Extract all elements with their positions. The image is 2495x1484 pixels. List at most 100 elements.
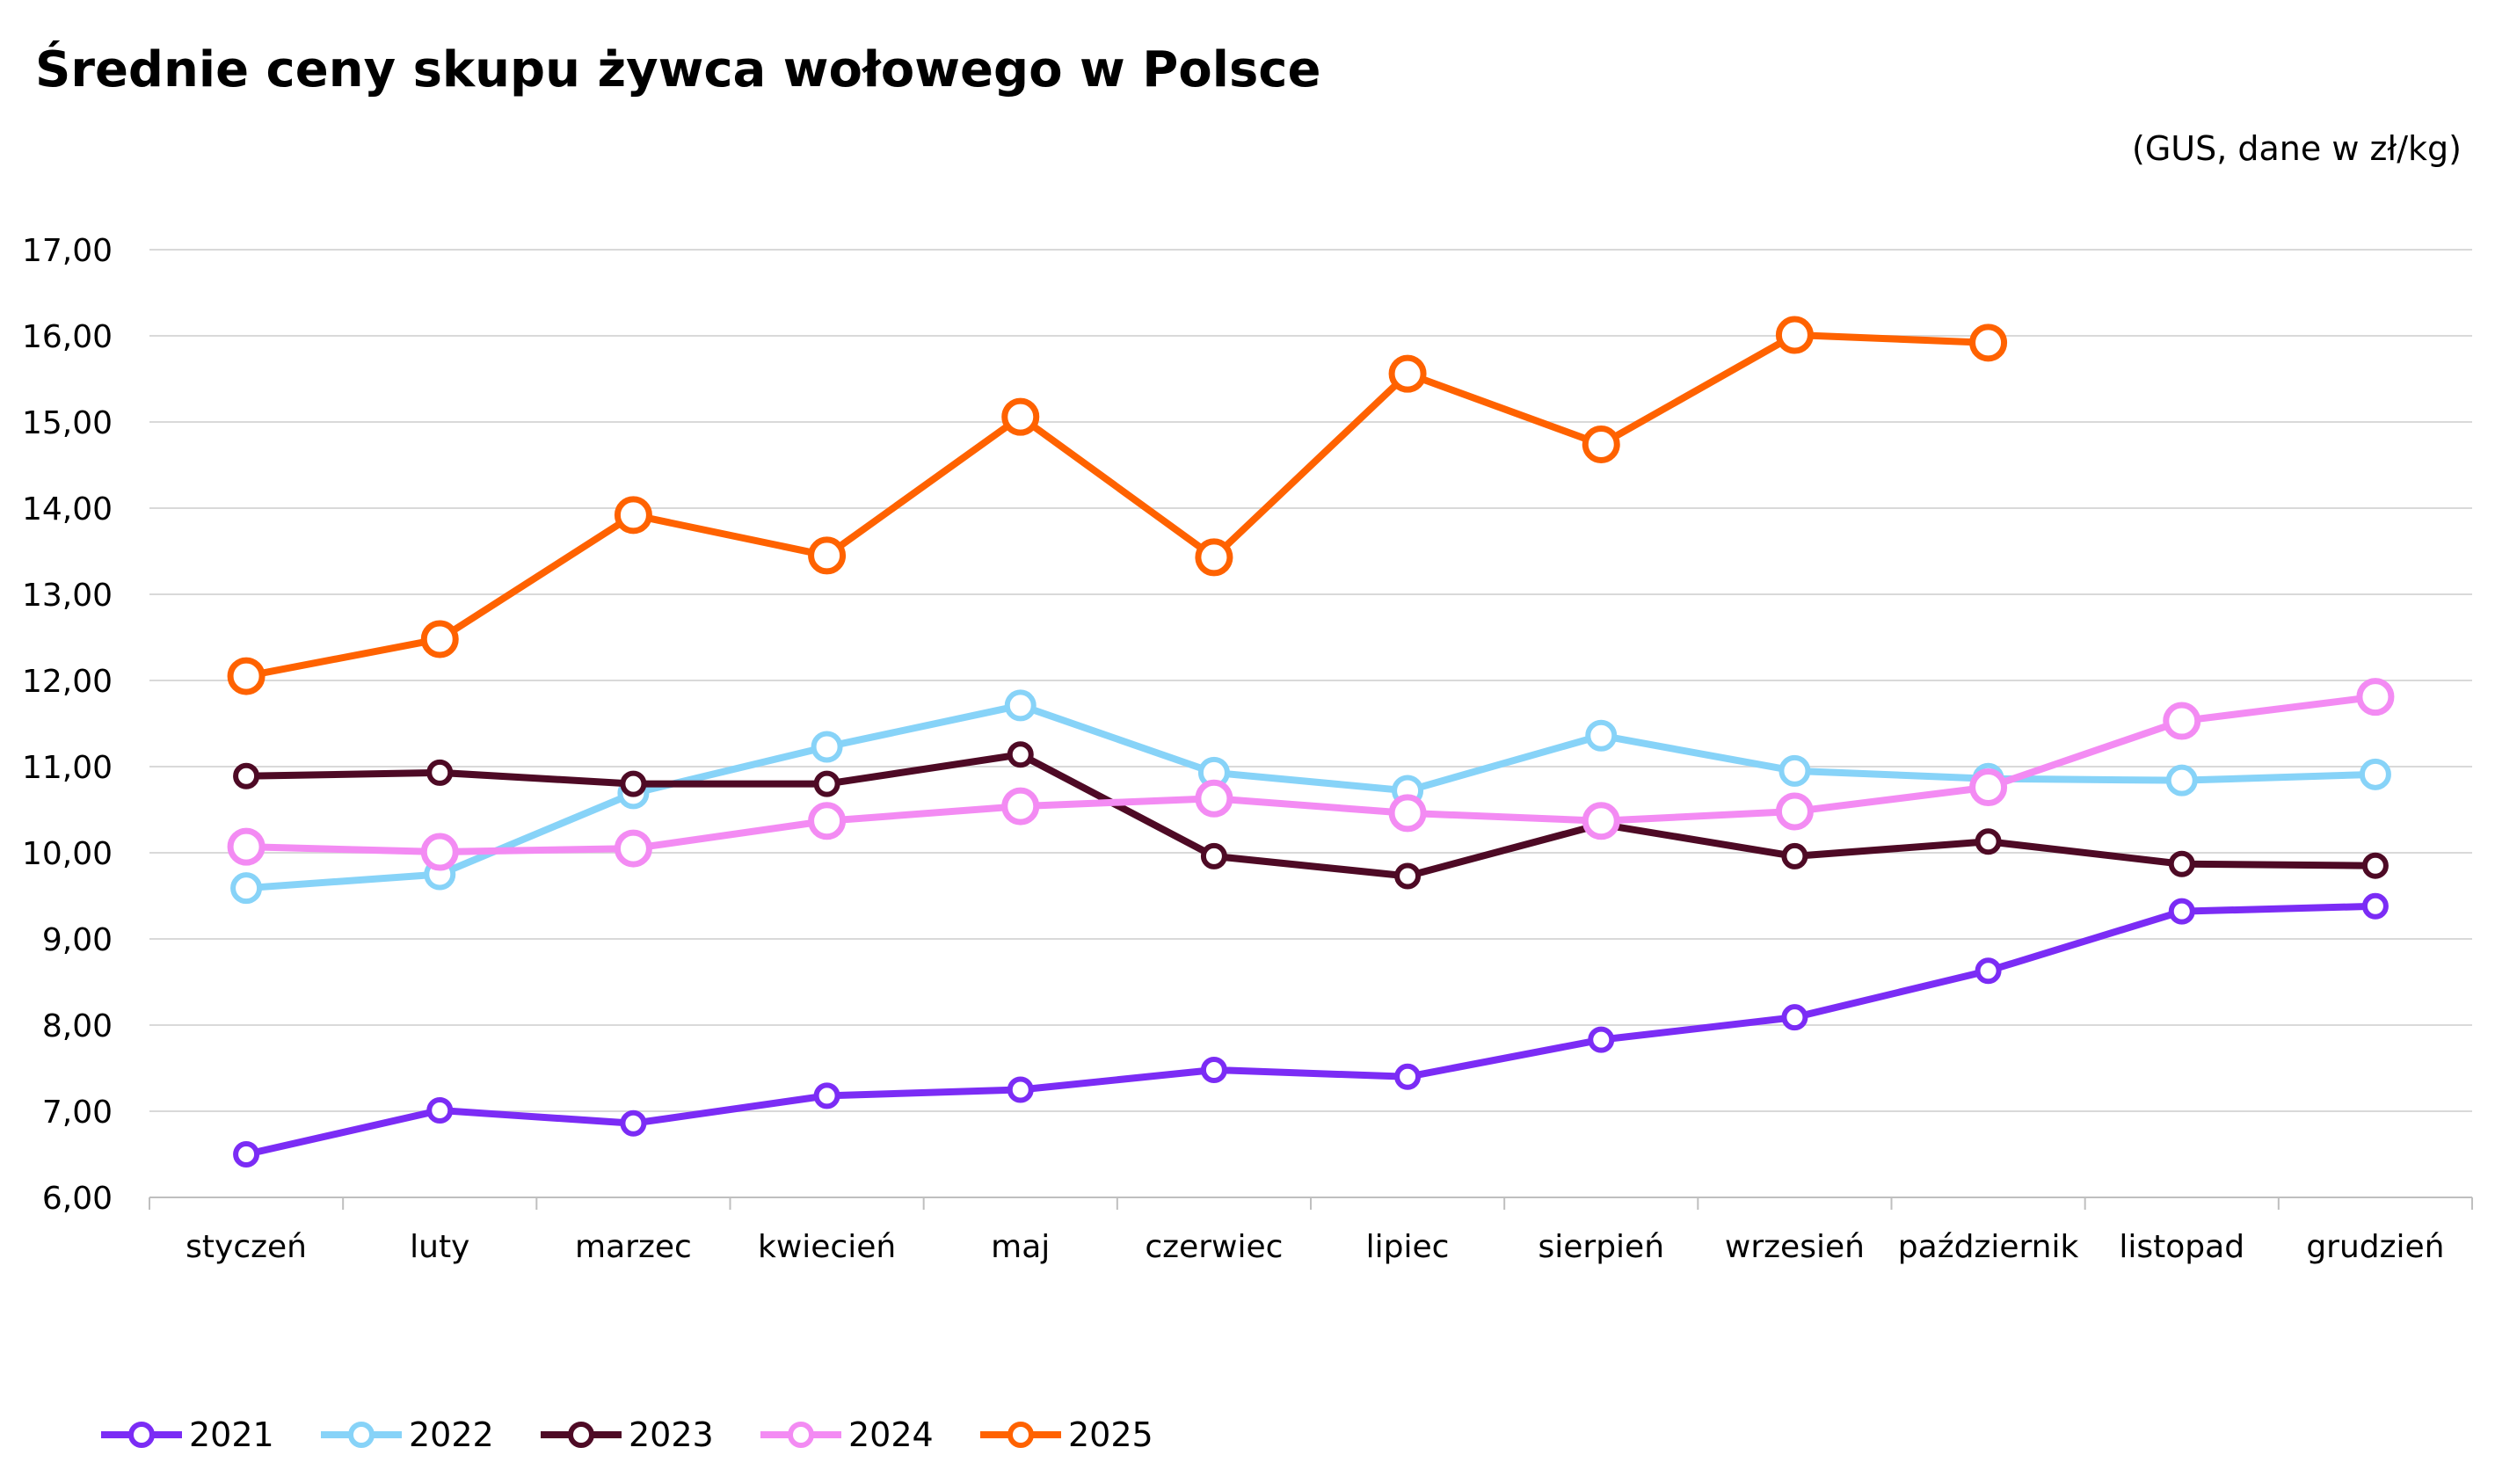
data-point (1001, 787, 1040, 826)
y-tick-label: 14,00 (22, 491, 113, 527)
series-2025 (227, 316, 2008, 695)
legend-item-2023: 2023 (541, 1415, 714, 1454)
series-2024 (227, 678, 2395, 871)
data-point (1969, 768, 2008, 807)
legend-marker (1007, 1422, 1034, 1448)
legend-item-2022: 2022 (321, 1415, 494, 1454)
y-tick-label: 10,00 (22, 836, 113, 872)
data-point (1585, 719, 1618, 752)
data-point (2361, 892, 2389, 920)
series-2022 (230, 689, 2391, 905)
series-line (245, 331, 1989, 680)
data-point (233, 762, 260, 789)
y-tick-label: 6,00 (42, 1181, 113, 1217)
data-point (2165, 764, 2198, 797)
x-tick-label: luty (410, 1229, 469, 1265)
data-point (614, 496, 652, 535)
data-point (614, 829, 652, 868)
series-line (245, 902, 2376, 1158)
data-point (1007, 741, 1034, 768)
y-tick-label: 7,00 (42, 1095, 113, 1131)
data-point (230, 872, 263, 905)
legend-label: 2024 (848, 1415, 934, 1454)
x-tick-label: czerwiec (1145, 1229, 1283, 1265)
legend-item-2021: 2021 (101, 1415, 274, 1454)
legend-label: 2025 (1068, 1415, 1153, 1454)
legend-marker (128, 1422, 155, 1448)
legend-label: 2022 (409, 1415, 494, 1454)
data-point (1007, 1076, 1034, 1103)
x-tick-label: styczeń (185, 1229, 307, 1265)
series-line (246, 751, 2375, 880)
data-point (620, 1109, 647, 1137)
data-point (1200, 1056, 1227, 1083)
data-point (1195, 779, 1233, 818)
series-2021 (233, 892, 2389, 1168)
legend-item-2025: 2025 (980, 1415, 1153, 1454)
data-point (1975, 828, 2002, 855)
data-point (1394, 862, 1422, 890)
data-point (1394, 1063, 1422, 1090)
legend-label: 2023 (629, 1415, 714, 1454)
data-point (1775, 316, 1814, 354)
data-point (227, 657, 266, 695)
data-point (420, 620, 459, 658)
data-point (1195, 538, 1233, 577)
y-tick-label: 17,00 (22, 233, 113, 269)
data-point (426, 759, 454, 786)
data-point (1004, 689, 1037, 722)
data-point (2361, 852, 2389, 879)
x-tick-label: lipiec (1366, 1229, 1450, 1265)
y-tick-label: 9,00 (42, 922, 113, 958)
legend-marker (568, 1422, 594, 1448)
data-point (1200, 842, 1227, 869)
y-tick-label: 15,00 (22, 405, 113, 441)
chart-title: Średnie ceny skupu żywca wołowego w Pols… (35, 41, 1320, 98)
data-point (2163, 702, 2201, 740)
y-tick-label: 16,00 (22, 319, 113, 355)
y-tick-label: 13,00 (22, 578, 113, 614)
data-point (813, 770, 840, 797)
data-point (2359, 758, 2391, 790)
data-point (227, 827, 266, 866)
y-tick-label: 8,00 (42, 1008, 113, 1044)
data-point (2356, 678, 2395, 717)
data-point (1582, 802, 1620, 840)
data-point (1781, 1004, 1808, 1031)
x-tick-label: maj (991, 1229, 1050, 1265)
data-point (1582, 425, 1620, 463)
series-2023 (233, 741, 2389, 890)
legend-label: 2021 (189, 1415, 274, 1454)
data-point (1001, 397, 1040, 436)
y-tick-label: 12,00 (22, 664, 113, 700)
x-tick-label: grudzień (2306, 1229, 2444, 1265)
x-tick-label: marzec (575, 1229, 692, 1265)
data-point (1588, 1026, 1615, 1053)
legend-marker (348, 1422, 375, 1448)
data-point (1388, 794, 1427, 833)
x-tick-label: kwiecień (758, 1229, 896, 1265)
data-point (233, 1141, 260, 1168)
data-point (808, 536, 847, 575)
data-point (1388, 354, 1427, 393)
data-point (620, 770, 647, 797)
series-line (245, 693, 2376, 856)
data-point (2168, 850, 2195, 877)
data-point (2168, 898, 2195, 925)
legend-item-2024: 2024 (760, 1415, 934, 1454)
x-tick-label: sierpień (1538, 1229, 1664, 1265)
x-tick-label: październik (1898, 1229, 2079, 1265)
series-line (245, 702, 2376, 892)
legend-marker (788, 1422, 814, 1448)
data-point (1775, 792, 1814, 831)
y-tick-label: 11,00 (22, 750, 113, 786)
data-point (420, 833, 459, 871)
x-tick-label: wrzesień (1725, 1229, 1865, 1265)
data-point (1779, 754, 1811, 787)
data-point (813, 1082, 840, 1109)
chart-subtitle: (GUS, dane w zł/kg) (2132, 129, 2462, 168)
data-point (811, 731, 843, 763)
data-point (1969, 324, 2008, 362)
data-point (426, 1097, 454, 1124)
